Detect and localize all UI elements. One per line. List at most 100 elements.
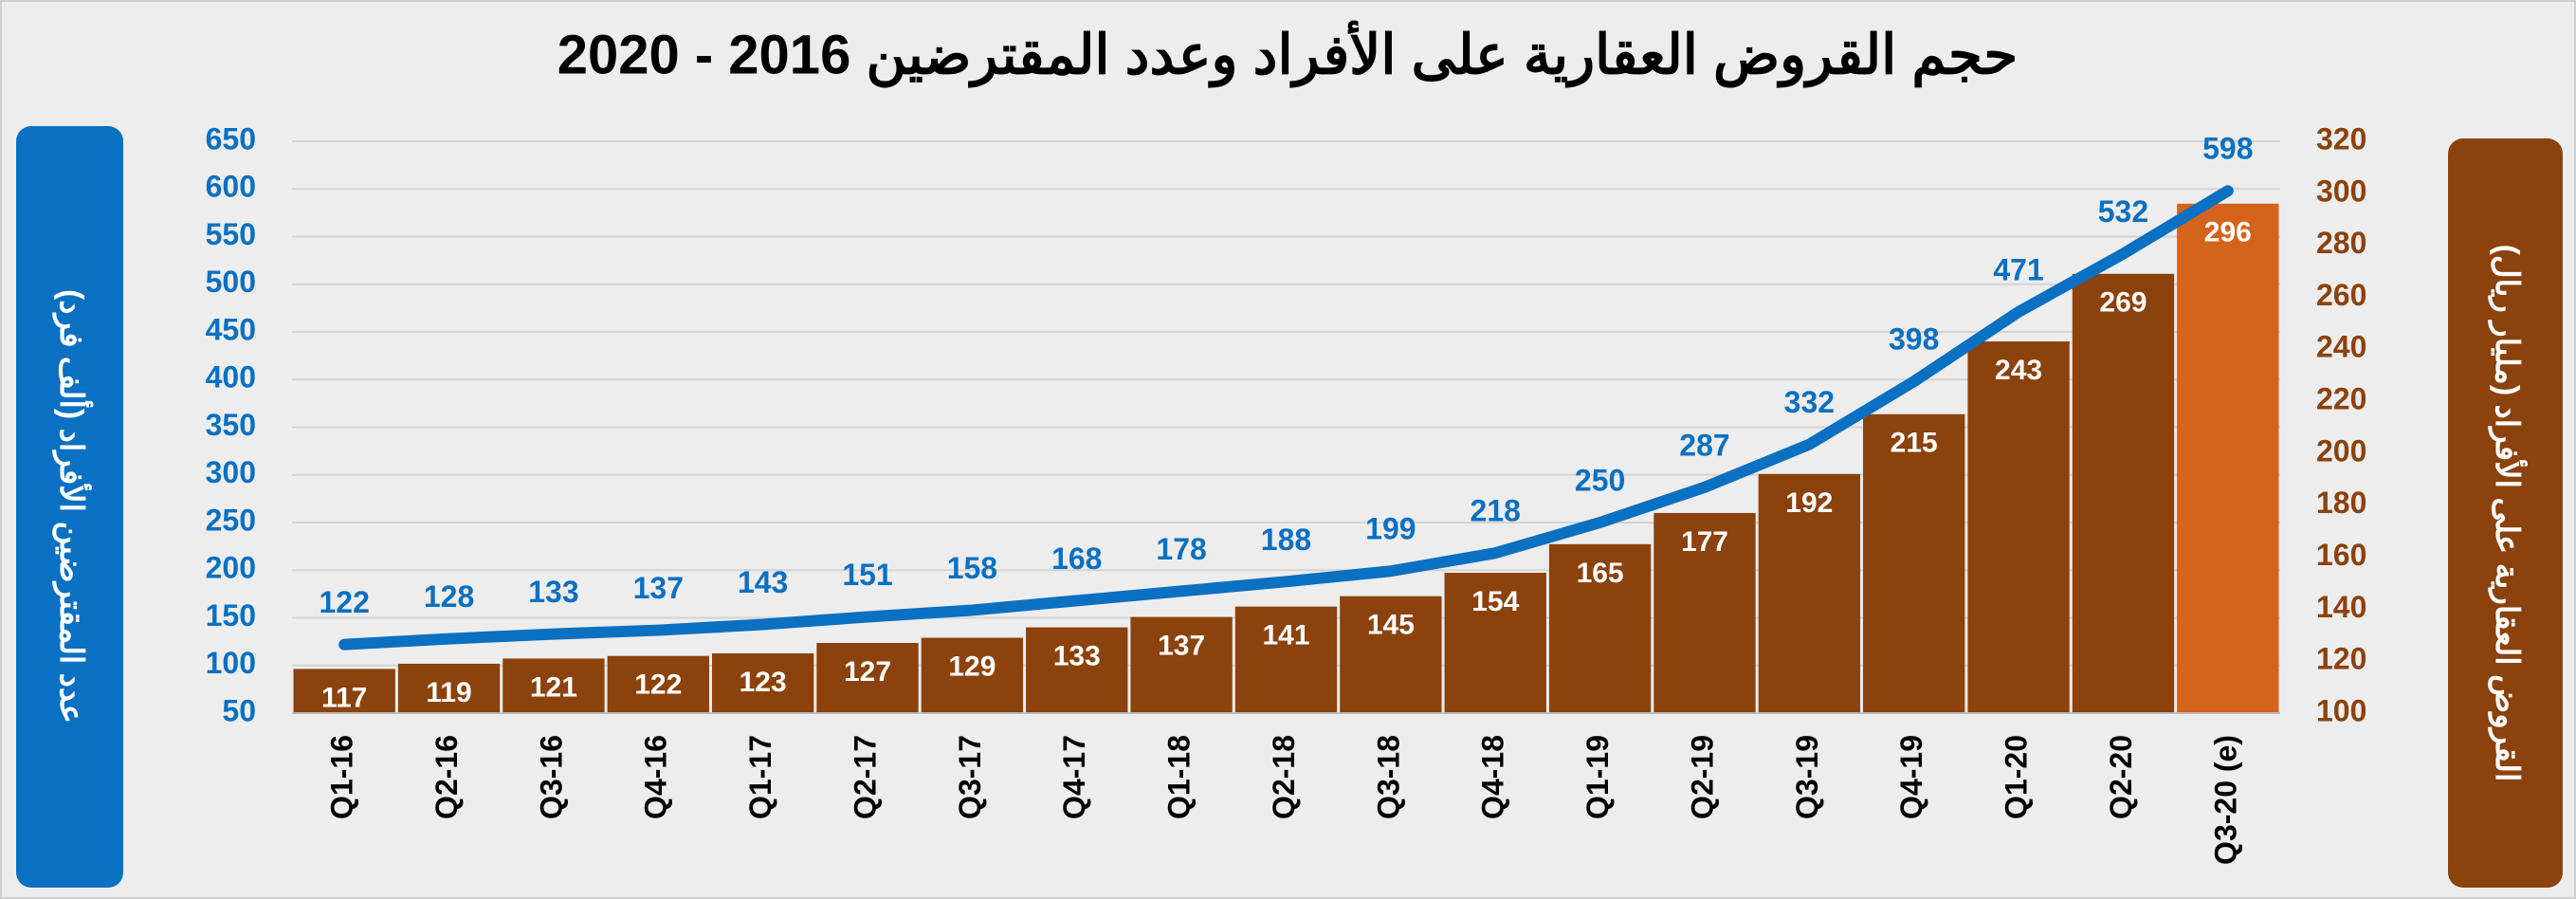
y-tick-label: 150 <box>206 598 256 633</box>
bar <box>1967 341 2070 713</box>
bar-label: 133 <box>1053 640 1101 671</box>
bar-label: 165 <box>1577 558 1624 589</box>
y-tick-label: 400 <box>206 360 256 394</box>
bar <box>1444 572 1546 713</box>
bar-label: 127 <box>844 656 891 688</box>
y2-tick-label: 160 <box>2316 538 2366 572</box>
line-label: 250 <box>1575 463 1625 497</box>
line-label: 471 <box>1993 252 2043 286</box>
chart-title: حجم القروض العقارية على الأفراد وعدد الم… <box>557 18 2019 88</box>
line-label: 287 <box>1679 428 1729 462</box>
x-tick-label: Q1-18 <box>1162 735 1197 819</box>
line-label: 188 <box>1261 523 1311 557</box>
line-label: 598 <box>2202 132 2253 166</box>
y2-tick-label: 100 <box>2316 693 2366 727</box>
bar-label: 154 <box>1471 586 1519 617</box>
y2-tick-label: 240 <box>2316 330 2366 364</box>
bar <box>2072 273 2175 713</box>
y2-tick-label: 180 <box>2316 486 2366 520</box>
x-tick-label: Q4-17 <box>1057 735 1091 819</box>
x-tick-label: Q4-16 <box>639 735 673 819</box>
y-tick-label: 550 <box>206 217 256 251</box>
bar <box>1653 512 1756 713</box>
bar <box>502 658 605 713</box>
y-tick-label: 450 <box>206 312 256 346</box>
bar <box>1548 543 1652 713</box>
y2-tick-label: 200 <box>2316 433 2366 468</box>
line-label: 218 <box>1471 494 1521 528</box>
y2-tick-label: 260 <box>2316 278 2366 312</box>
x-tick-label: Q3-20 (e) <box>2208 735 2242 865</box>
bar <box>1340 596 1442 713</box>
line-label: 332 <box>1784 385 1835 419</box>
y-axis-title: عدد المقترضين الأفراد (ألف فرد) <box>52 289 93 724</box>
y2-tick-label: 320 <box>2316 121 2366 156</box>
line-label: 199 <box>1365 512 1416 546</box>
bar <box>711 652 814 713</box>
bar-label: 177 <box>1681 526 1728 558</box>
bar <box>293 669 395 713</box>
y2-tick-label: 280 <box>2316 226 2366 260</box>
line-label: 133 <box>528 575 578 609</box>
x-tick-label: Q1-16 <box>325 735 359 819</box>
x-tick-label: Q3-17 <box>953 735 987 819</box>
bar-label: 296 <box>2204 217 2252 248</box>
bar <box>1234 606 1338 713</box>
bar-label: 129 <box>948 651 996 682</box>
y2-tick-label: 220 <box>2316 382 2366 416</box>
bar <box>921 637 1024 713</box>
line-label: 137 <box>633 571 684 605</box>
y-tick-label: 300 <box>206 455 256 489</box>
x-tick-label: Q3-19 <box>1790 735 1824 819</box>
x-tick-label: Q2-16 <box>429 735 464 819</box>
bar-label: 141 <box>1262 620 1309 651</box>
line-label: 151 <box>842 558 892 592</box>
y2-axis-panel <box>2448 138 2563 888</box>
y-axis-panel <box>16 126 123 888</box>
y2-tick-label: 300 <box>2316 174 2366 208</box>
x-tick-label: Q4-18 <box>1476 735 1510 819</box>
y2-tick-label: 140 <box>2316 590 2366 624</box>
x-tick-label: Q2-20 <box>2104 735 2138 819</box>
y-tick-label: 100 <box>206 646 256 680</box>
y-tick-label: 500 <box>206 265 256 299</box>
line-label: 158 <box>947 551 997 585</box>
bar-label: 117 <box>321 682 367 713</box>
y-tick-label: 250 <box>206 503 256 537</box>
bar <box>397 663 501 713</box>
bar <box>2177 203 2279 714</box>
bar <box>1026 627 1128 713</box>
line <box>338 185 2234 651</box>
x-tick-label: Q1-20 <box>2000 735 2034 819</box>
bar-label: 215 <box>1891 428 1938 459</box>
bar <box>1863 413 1965 713</box>
bar-label: 243 <box>1995 355 2042 386</box>
line-label: 168 <box>1051 541 1102 576</box>
bar-label: 119 <box>426 677 471 708</box>
y-tick-label: 350 <box>206 408 256 442</box>
x-tick-label: Q2-19 <box>1685 735 1719 819</box>
x-tick-label: Q2-18 <box>1267 735 1301 819</box>
bar <box>1130 616 1233 713</box>
x-tick-label: Q2-17 <box>848 735 882 819</box>
x-tick-label: Q3-16 <box>534 735 568 819</box>
bar-label: 123 <box>740 667 787 698</box>
y-tick-label: 200 <box>206 551 256 585</box>
bar <box>607 655 709 713</box>
line-label: 128 <box>424 579 474 614</box>
bar-label: 145 <box>1367 610 1415 641</box>
bar-label: 192 <box>1785 487 1833 519</box>
y-tick-label: 600 <box>206 170 256 204</box>
line-label: 122 <box>319 585 369 619</box>
y-tick-label: 50 <box>222 693 256 727</box>
y-tick-label: 650 <box>206 121 256 156</box>
bar <box>1758 473 1861 713</box>
bar-label: 121 <box>530 671 577 703</box>
x-tick-label: Q4-19 <box>1894 735 1928 819</box>
y2-axis-title: القروض العقارية على الأفراد (مليار ريال) <box>2488 245 2528 782</box>
line-label: 398 <box>1889 322 1939 357</box>
bar <box>816 642 919 713</box>
x-tick-label: Q1-19 <box>1580 735 1615 819</box>
